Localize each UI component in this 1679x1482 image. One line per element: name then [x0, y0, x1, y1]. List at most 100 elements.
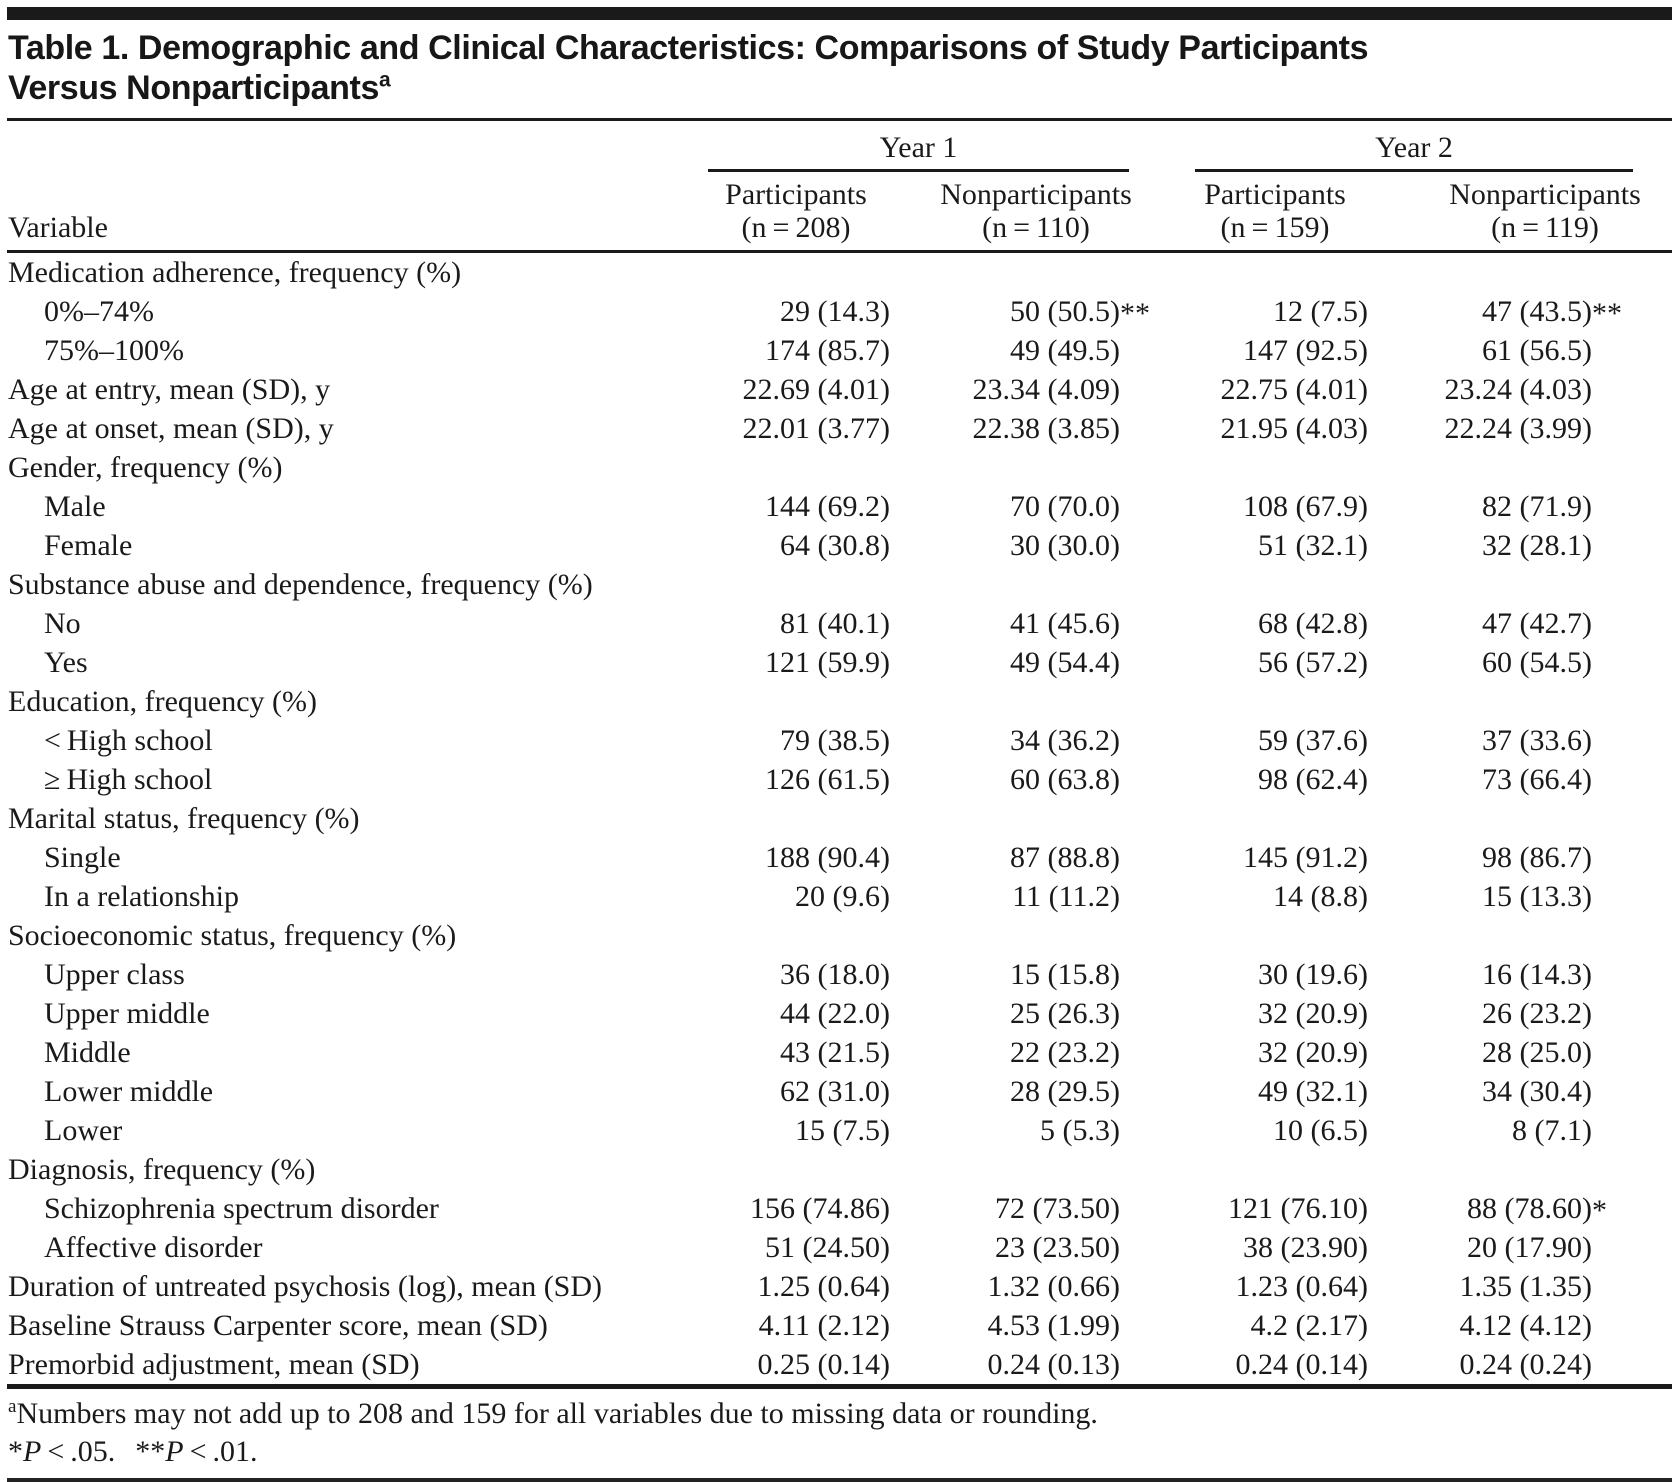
table-row: 0%–74% 29 (14.3) 50 (50.5) ** 12 (7.5) 47…: [7, 292, 1672, 331]
col-header-y1-participants: Participants (n = 208): [725, 178, 867, 244]
cell-y2-participants: 59 (37.6): [1258, 724, 1369, 757]
cell-y1-participants: 79 (38.5): [780, 724, 890, 757]
footnote-a-marker: a: [8, 1396, 17, 1417]
cell-y2-nonparticipants: 60 (54.5): [1482, 646, 1593, 679]
table-row: Lower middle 62 (31.0) 28 (29.5) 49 (32.…: [7, 1072, 1672, 1111]
cell-y1-participants: 144 (69.2): [765, 490, 890, 523]
footnote-significance: *P < .05. **P < .01.: [8, 1433, 1672, 1471]
row-label: No: [44, 607, 81, 640]
cell-y1-nonparticipants: 49 (49.5): [1010, 334, 1121, 367]
col-header-y2-participants: Participants (n = 159): [1204, 178, 1346, 244]
cell-y2-nonparticipants: 61 (56.5): [1482, 334, 1593, 367]
cell-y1-participants: [652, 252, 900, 293]
cell-y1-nonparticipants: 0.24 (0.13): [987, 1348, 1121, 1381]
cell-y2-participants: 56 (57.2): [1258, 646, 1369, 679]
table-row: Middle 43 (21.5) 22 (23.2) 32 (20.9) 28 …: [7, 1033, 1672, 1072]
cell-y1-nonparticipants: 30 (30.0): [1010, 529, 1121, 562]
row-label: Male: [44, 490, 106, 523]
cell-y1-participants: 1.25 (0.64): [757, 1270, 890, 1303]
row-label: Marital status, frequency (%): [8, 802, 360, 835]
sig2-p: P: [165, 1435, 184, 1468]
col-header-y2-nonparticipants: Nonparticipants (n = 119): [1449, 178, 1641, 244]
cell-y2-nonparticipants: [1378, 448, 1672, 487]
cell-y1-participants: [652, 1150, 900, 1189]
cell-y2-nonparticipants: [1378, 682, 1672, 721]
cell-y2-participants: 22.75 (4.01): [1220, 373, 1369, 406]
row-label: 75%–100%: [44, 334, 184, 367]
cell-y1-participants: 81 (40.1): [780, 607, 890, 640]
bottom-rule: [7, 1478, 1672, 1482]
year2-group-header: Year 2: [1132, 121, 1672, 173]
cell-y1-nonparticipants: [900, 448, 1132, 487]
footnotes: aNumbers may not add up to 208 and 159 f…: [8, 1395, 1672, 1471]
cell-y2-participants: 32 (20.9): [1258, 997, 1369, 1030]
cell-y1-participants: [652, 799, 900, 838]
table-row: Affective disorder 51 (24.50) 23 (23.50)…: [7, 1228, 1672, 1267]
table-row: Yes 121 (59.9) 49 (54.4) 56 (57.2) 60 (5…: [7, 643, 1672, 682]
cell-y1-participants: 0.25 (0.14): [757, 1348, 890, 1381]
sig1-p: P: [23, 1435, 42, 1468]
table-row: Age at onset, mean (SD), y 22.01 (3.77) …: [7, 409, 1672, 448]
row-label: < High school: [44, 724, 213, 757]
cell-y2-nonparticipants: 15 (13.3): [1482, 880, 1593, 913]
table-row: In a relationship 20 (9.6) 11 (11.2) 14 …: [7, 877, 1672, 916]
cell-y2-participants: 30 (19.6): [1258, 958, 1369, 991]
cell-y2-participants: [1132, 799, 1378, 838]
row-label: Socioeconomic status, frequency (%): [8, 919, 457, 952]
table-row: Female 64 (30.8) 30 (30.0) 51 (32.1) 32 …: [7, 526, 1672, 565]
row-label: Baseline Strauss Carpenter score, mean (…: [8, 1309, 548, 1342]
sig1-condition: < .05.: [41, 1435, 116, 1468]
cell-y2-participants: 21.95 (4.03): [1220, 412, 1369, 445]
row-label: Age at onset, mean (SD), y: [8, 412, 334, 445]
cell-y2-participants: 98 (62.4): [1258, 763, 1369, 796]
cell-y1-participants: 4.11 (2.12): [758, 1309, 890, 1342]
cell-y1-nonparticipants: 5 (5.3): [1040, 1114, 1121, 1147]
cell-y1-nonparticipants: [900, 682, 1132, 721]
sig1-stars: *: [8, 1435, 23, 1468]
cell-y1-nonparticipants: 4.53 (1.99): [987, 1309, 1121, 1342]
table-row: 75%–100% 174 (85.7) 49 (49.5) 147 (92.5)…: [7, 331, 1672, 370]
cell-y2-participants: [1132, 565, 1378, 604]
cell-y2-nonparticipants: 16 (14.3): [1482, 958, 1593, 991]
cell-y1-nonparticipants: [900, 565, 1132, 604]
cell-y1-participants: [652, 448, 900, 487]
title-line1: Table 1. Demographic and Clinical Charac…: [8, 29, 1369, 67]
cell-y1-nonparticipants: 60 (63.8): [1010, 763, 1121, 796]
table-row: Schizophrenia spectrum disorder 156 (74.…: [7, 1189, 1672, 1228]
table-row: Marital status, frequency (%): [7, 799, 1672, 838]
table-row: Premorbid adjustment, mean (SD) 0.25 (0.…: [7, 1345, 1672, 1387]
cell-y2-participants: 68 (42.8): [1258, 607, 1369, 640]
cell-y1-nonparticipants: 49 (54.4): [1010, 646, 1121, 679]
row-label: Lower middle: [44, 1075, 214, 1108]
row-label: Substance abuse and dependence, frequenc…: [8, 568, 593, 601]
table-row: Gender, frequency (%): [7, 448, 1672, 487]
table-row: Substance abuse and dependence, frequenc…: [7, 565, 1672, 604]
cell-y1-participants: [652, 565, 900, 604]
cell-y2-nonparticipants: 32 (28.1): [1482, 529, 1593, 562]
cell-y1-participants: 15 (7.5): [795, 1114, 890, 1147]
cell-y1-participants: [652, 682, 900, 721]
column-header-row: Variable Participants (n = 208) Nonpartic…: [7, 173, 1673, 252]
cell-y1-participants: 64 (30.8): [780, 529, 890, 562]
table-row: Lower 15 (7.5) 5 (5.3) 10 (6.5) 8 (7.1): [7, 1111, 1672, 1150]
cell-y2-nonparticipants: 98 (86.7): [1482, 841, 1593, 874]
table-row: No 81 (40.1) 41 (45.6) 68 (42.8) 47 (42.…: [7, 604, 1672, 643]
cell-y1-participants: 174 (85.7): [765, 334, 890, 367]
row-label: Upper class: [44, 958, 185, 991]
table-row: Single 188 (90.4) 87 (88.8) 145 (91.2) 9…: [7, 838, 1672, 877]
cell-y2-participants: [1132, 1150, 1378, 1189]
top-rule-thick: [7, 7, 1672, 20]
cell-y2-nonparticipants: 1.35 (1.35): [1459, 1270, 1593, 1303]
cell-y1-participants: 43 (21.5): [780, 1036, 890, 1069]
row-label: Affective disorder: [44, 1231, 263, 1264]
cell-y1-participants: 29 (14.3): [780, 295, 890, 328]
cell-y2-nonparticipants: 4.12 (4.12): [1459, 1309, 1593, 1342]
cell-y2-participants: 147 (92.5): [1243, 334, 1369, 367]
table-row: Baseline Strauss Carpenter score, mean (…: [7, 1306, 1672, 1345]
table-title: Table 1. Demographic and Clinical Charac…: [8, 28, 1672, 108]
cell-y2-nonparticipants: 28 (25.0): [1482, 1036, 1593, 1069]
cell-y1-participants: 121 (59.9): [765, 646, 890, 679]
cell-y1-participants: 156 (74.86): [750, 1192, 890, 1225]
cell-y2-nonparticipants: [1378, 565, 1672, 604]
row-label: Single: [44, 841, 121, 874]
